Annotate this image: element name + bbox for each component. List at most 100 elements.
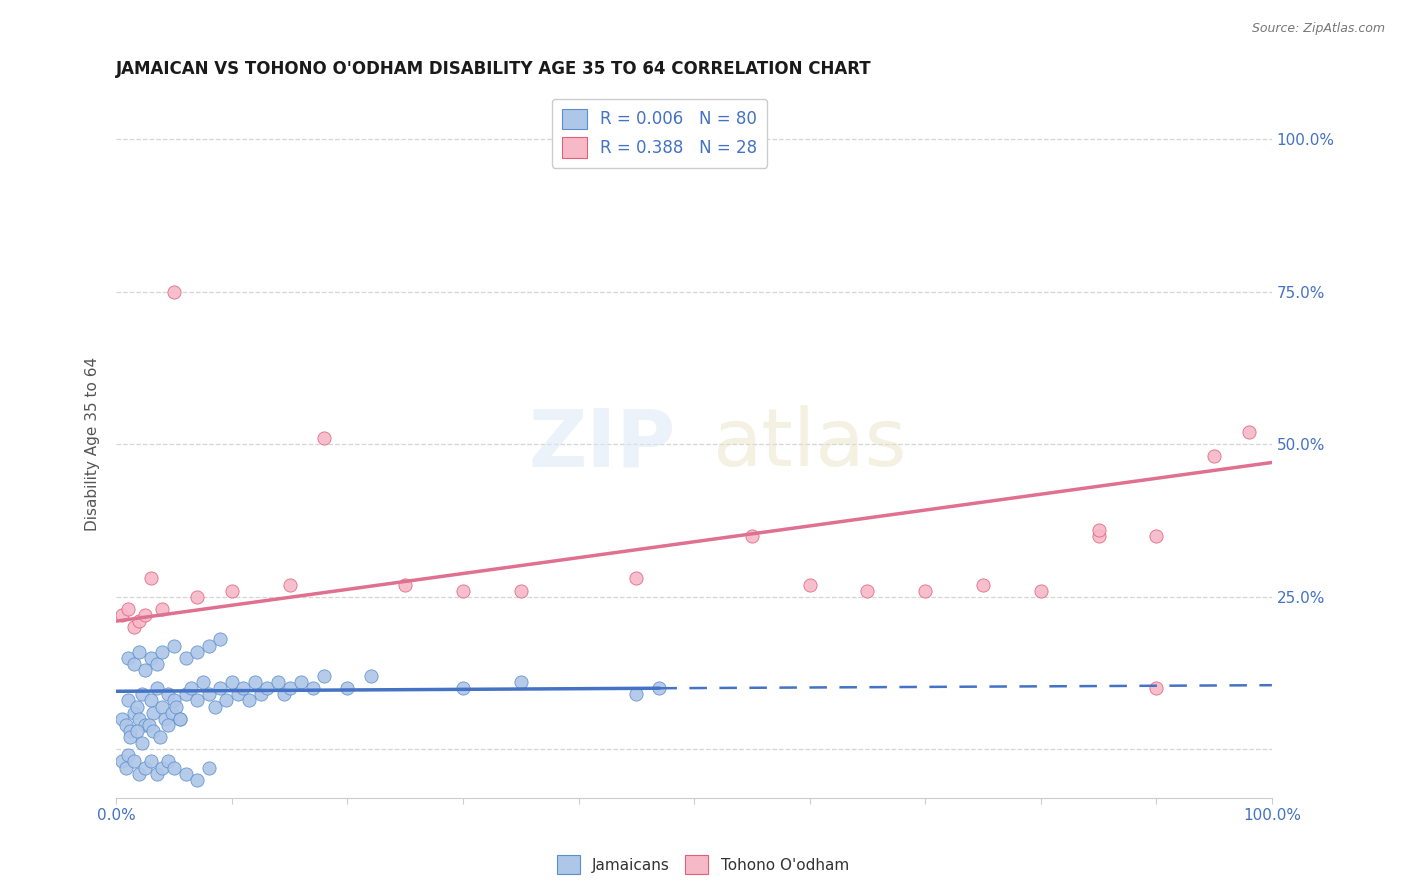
Point (191, 675, 214, 690)
Point (152, 699, 174, 714)
Point (278, 577, 301, 591)
Point (139, 571, 162, 585)
Point (131, 736, 153, 750)
Point (163, 285, 186, 299)
Point (145, 657, 167, 671)
Point (125, 699, 148, 714)
Point (215, 693, 238, 707)
Point (117, 602, 139, 616)
Point (301, 681, 323, 696)
Point (509, 675, 531, 690)
Text: atlas: atlas (713, 405, 907, 483)
Point (209, 632, 232, 647)
Point (165, 699, 187, 714)
Point (139, 755, 162, 769)
Point (131, 687, 153, 701)
Point (186, 645, 208, 659)
Point (336, 681, 359, 696)
Point (174, 766, 197, 780)
Point (128, 614, 150, 628)
Point (221, 583, 243, 598)
Point (180, 681, 202, 696)
Point (163, 760, 186, 774)
Point (1144, 681, 1167, 696)
Point (122, 657, 145, 671)
Point (120, 723, 142, 738)
Point (122, 620, 145, 634)
Point (204, 699, 226, 714)
Point (134, 663, 156, 677)
Point (226, 687, 249, 701)
Point (209, 681, 232, 696)
Point (256, 681, 278, 696)
Point (163, 693, 186, 707)
Point (314, 669, 336, 683)
Text: Source: ZipAtlas.com: Source: ZipAtlas.com (1251, 22, 1385, 36)
Point (1029, 583, 1052, 598)
Point (139, 693, 162, 707)
Point (648, 681, 671, 696)
Point (174, 687, 197, 701)
Point (134, 760, 156, 774)
Point (117, 748, 139, 763)
Point (142, 706, 165, 720)
Point (451, 583, 474, 598)
Point (152, 645, 174, 659)
Point (186, 772, 208, 787)
Point (163, 639, 186, 653)
Point (249, 687, 271, 701)
Point (1204, 450, 1226, 464)
Point (160, 706, 183, 720)
Point (134, 718, 156, 732)
Text: ZIP: ZIP (529, 405, 675, 483)
Point (626, 687, 648, 701)
Point (186, 590, 208, 604)
Point (142, 723, 165, 738)
Point (125, 723, 148, 738)
Point (1087, 523, 1109, 537)
Point (290, 675, 312, 690)
Point (122, 706, 145, 720)
Point (243, 675, 266, 690)
Point (238, 693, 260, 707)
Point (169, 712, 191, 726)
Point (394, 577, 416, 591)
Point (972, 577, 994, 591)
Point (197, 639, 219, 653)
Point (157, 755, 180, 769)
Point (626, 571, 648, 585)
Point (856, 583, 879, 598)
Point (267, 675, 290, 690)
Point (111, 607, 134, 622)
Legend: Jamaicans, Tohono O'odham: Jamaicans, Tohono O'odham (551, 849, 855, 880)
Point (152, 602, 174, 616)
Point (273, 687, 295, 701)
Point (138, 718, 160, 732)
Y-axis label: Disability Age 35 to 64: Disability Age 35 to 64 (86, 357, 100, 532)
Point (197, 760, 219, 774)
Point (799, 577, 821, 591)
Legend: R = 0.006   N = 80, R = 0.388   N = 28: R = 0.006 N = 80, R = 0.388 N = 28 (551, 99, 768, 168)
Point (914, 583, 936, 598)
Point (128, 712, 150, 726)
Point (111, 712, 134, 726)
Point (153, 712, 176, 726)
Point (117, 650, 139, 665)
Point (120, 730, 142, 744)
Point (197, 687, 219, 701)
Point (122, 755, 145, 769)
Point (145, 681, 167, 696)
Point (509, 583, 531, 598)
Point (157, 718, 180, 732)
Point (128, 645, 150, 659)
Point (139, 650, 162, 665)
Point (174, 650, 197, 665)
Point (314, 431, 336, 445)
Point (169, 712, 191, 726)
Point (232, 681, 254, 696)
Point (360, 669, 382, 683)
Point (114, 718, 136, 732)
Point (134, 607, 156, 622)
Point (1144, 529, 1167, 543)
Point (1237, 425, 1260, 439)
